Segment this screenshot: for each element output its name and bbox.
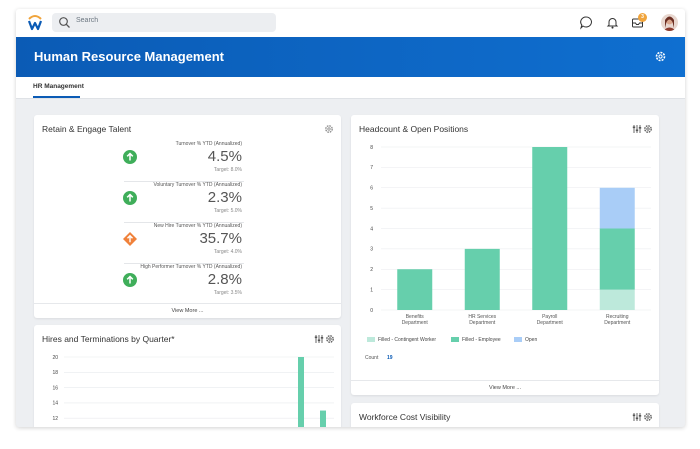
up-arrow-green-icon (123, 150, 137, 164)
card-title: Retain & Engage Talent (42, 124, 132, 134)
inbox-icon[interactable] (630, 15, 645, 30)
gear-icon[interactable] (643, 124, 653, 134)
search-box[interactable]: Search (52, 13, 276, 32)
filter-icon[interactable] (632, 412, 642, 422)
metric-target: Target: 4.0% (213, 249, 242, 255)
metric-label: New Hire Turnover % YTD (Annualized) (153, 223, 242, 229)
metric-label: High Performer Turnover % YTD (Annualize… (140, 264, 242, 270)
page-title: Human Resource Management (34, 49, 224, 64)
metric-value: 35.7% (199, 230, 242, 247)
y-tick-label: 20 (52, 355, 58, 361)
active-tab-indicator (33, 96, 80, 98)
y-tick-label: 7 (370, 165, 373, 171)
y-tick-label: 2 (370, 267, 373, 273)
bar-segment[interactable] (532, 147, 568, 310)
gear-icon[interactable] (324, 124, 334, 134)
bar-segment[interactable] (397, 269, 433, 310)
gear-icon[interactable] (643, 412, 653, 422)
y-tick-label: 16 (52, 385, 58, 391)
chat-icon[interactable] (579, 15, 594, 30)
bar-segment[interactable] (599, 289, 635, 310)
metric-target: Target: 3.5% (213, 290, 242, 296)
x-category-label: HR Services Department (468, 314, 497, 326)
card-title: Headcount & Open Positions (359, 124, 469, 134)
metric-target: Target: 8.0% (213, 167, 242, 173)
bar[interactable] (298, 357, 304, 427)
up-arrow-green-icon (123, 191, 137, 205)
page-header-banner: Human Resource Management (16, 37, 685, 77)
x-category-label: Recruiting Department (604, 314, 631, 326)
y-tick-label: 14 (52, 401, 58, 407)
gear-icon[interactable] (654, 50, 667, 63)
avatar[interactable] (661, 14, 678, 31)
metric-value: 2.8% (207, 271, 242, 288)
app-window: Search 3 Human Resource Management (16, 9, 685, 427)
y-tick-label: 4 (370, 226, 373, 232)
bar-segment[interactable] (464, 248, 500, 310)
y-tick-label: 8 (370, 145, 373, 151)
filter-icon[interactable] (632, 124, 642, 134)
headcount-chart: 0 1 2 3 4 5 6 7 8 (370, 145, 651, 314)
metric-value: 2.3% (207, 189, 242, 206)
up-arrow-orange-icon (123, 232, 137, 246)
bar-segment[interactable] (599, 228, 635, 290)
retain-engage-card: Retain & Engage Talent Turnover % YTD (A… (34, 115, 341, 318)
legend-label: Open (525, 337, 538, 343)
filter-icon[interactable] (314, 334, 324, 344)
metric-label: Turnover % YTD (Annualized) (175, 141, 242, 147)
top-bar: Search 3 (16, 9, 685, 37)
legend-label: Filled - Employee (462, 337, 501, 343)
tab-hr-management[interactable]: HR Management (33, 83, 84, 90)
hires-terminations-card: Hires and Terminations by Quarter* 12 14 1… (34, 325, 341, 427)
count-label: Count (365, 355, 379, 361)
y-tick-label: 12 (52, 416, 58, 422)
search-icon (59, 17, 70, 28)
divider (124, 222, 244, 223)
metric-target: Target: 5.0% (213, 208, 242, 214)
notification-badge: 3 (638, 13, 647, 22)
bar[interactable] (320, 410, 326, 427)
view-more-link[interactable]: View More ... (34, 303, 341, 318)
gear-icon[interactable] (325, 334, 335, 344)
view-more-link[interactable]: View More ... (351, 380, 659, 395)
legend-swatch (367, 337, 375, 343)
legend-swatch (451, 337, 459, 343)
x-category-label: Benefits Department (401, 314, 428, 326)
divider (124, 181, 244, 182)
count-value[interactable]: 19 (387, 355, 393, 361)
metric-turnover[interactable]: Turnover % YTD (Annualized) 4.5% Target:… (123, 140, 242, 180)
metric-value: 4.5% (207, 148, 242, 165)
y-tick-label: 1 (370, 287, 373, 293)
up-arrow-green-icon (123, 273, 137, 287)
legend-item-employee[interactable]: Filled - Employee (451, 337, 501, 343)
y-tick-label: 5 (370, 206, 373, 212)
metric-label: Voluntary Turnover % YTD (Annualized) (153, 182, 242, 188)
card-title: Hires and Terminations by Quarter* (42, 334, 175, 344)
metric-new-hire-turnover[interactable]: New Hire Turnover % YTD (Annualized) 35.… (123, 222, 242, 262)
y-tick-label: 3 (370, 247, 373, 253)
search-input[interactable]: Search (76, 17, 99, 24)
bell-icon[interactable] (605, 15, 620, 30)
y-tick-label: 18 (52, 370, 58, 376)
workforce-cost-card: Workforce Cost Visibility (351, 403, 659, 427)
legend-item-contingent[interactable]: Filled - Contingent Worker (367, 337, 436, 343)
y-tick-label: 6 (370, 186, 373, 192)
avatar-image (661, 14, 678, 31)
x-category-label: Payroll Department (536, 314, 563, 326)
hires-terminations-chart: 12 14 16 18 20 (52, 355, 334, 427)
headcount-card: Headcount & Open Positions 0 1 2 3 4 5 6 7 8 Ben… (351, 115, 659, 395)
divider (124, 263, 244, 264)
bar-segment[interactable] (599, 187, 635, 229)
legend-item-open[interactable]: Open (514, 337, 537, 343)
metric-high-performer-turnover[interactable]: High Performer Turnover % YTD (Annualize… (123, 263, 242, 303)
card-title: Workforce Cost Visibility (359, 412, 451, 422)
y-tick-label: 0 (370, 308, 373, 314)
legend-label: Filled - Contingent Worker (378, 337, 436, 343)
tab-bar: HR Management (16, 77, 685, 99)
legend-swatch (514, 337, 522, 343)
metric-voluntary-turnover[interactable]: Voluntary Turnover % YTD (Annualized) 2.… (123, 181, 242, 221)
workday-logo[interactable] (26, 14, 44, 32)
